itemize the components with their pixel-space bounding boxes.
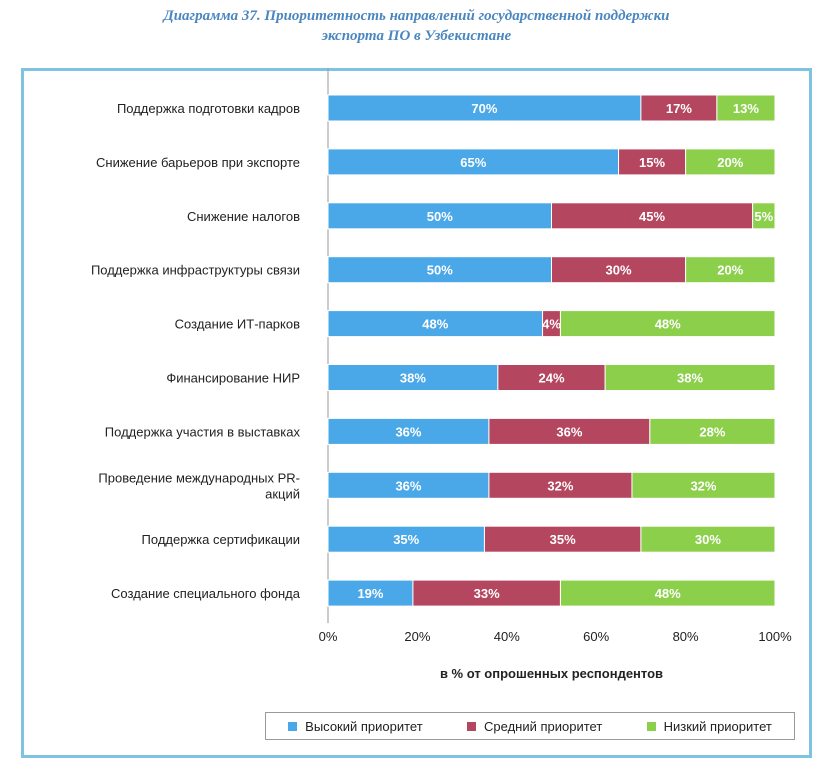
bar-segment: [327, 310, 544, 338]
data-label: 13%: [733, 101, 759, 116]
data-label: 35%: [550, 532, 576, 547]
data-label: 65%: [460, 155, 486, 170]
chart-title-line2: экспорта ПО в Узбекистане: [321, 28, 512, 44]
category-label: Поддержка подготовки кадров: [117, 101, 300, 116]
category-label: Финансирование НИР: [166, 371, 300, 386]
bar-segment: [327, 471, 490, 499]
data-label: 28%: [699, 424, 725, 439]
bar-segment: [559, 310, 776, 338]
bar-segment: [551, 202, 754, 230]
data-label: 32%: [547, 478, 573, 493]
bar-segment: [327, 364, 499, 391]
data-label: 24%: [538, 371, 564, 386]
bar-segment: [618, 148, 687, 176]
chart-frame: [21, 68, 812, 758]
data-label: 45%: [639, 209, 665, 224]
x-tick-label: 100%: [758, 629, 792, 644]
bar-segment: [559, 579, 776, 607]
x-axis-title: в % от опрошенных респондентов: [440, 666, 663, 681]
x-tick-label: 40%: [494, 629, 520, 644]
legend-item: Высокий приоритет: [288, 719, 423, 734]
category-label: Поддержка инфраструктуры связи: [91, 263, 300, 278]
data-label: 48%: [655, 586, 681, 601]
x-tick-label: 20%: [404, 629, 430, 644]
bar-segment: [327, 148, 620, 176]
legend-label: Высокий приоритет: [305, 718, 423, 734]
data-label: 38%: [677, 371, 703, 386]
data-label: 17%: [666, 101, 692, 116]
bar-segment: [640, 525, 776, 553]
bar-segment: [327, 94, 642, 122]
legend-item: Средний приоритет: [467, 719, 602, 734]
x-tick-label: 0%: [319, 629, 338, 644]
bar-segment: [327, 525, 485, 553]
data-label: 36%: [395, 424, 421, 439]
bar-segment: [497, 364, 606, 391]
x-tick-label: 80%: [673, 629, 699, 644]
legend-label: Средний приоритет: [484, 718, 603, 734]
category-label: Снижение налогов: [187, 209, 300, 224]
data-label: 20%: [717, 155, 743, 170]
chart-legend: Высокий приоритет Средний приоритет Низкий…: [265, 712, 795, 740]
data-label: 20%: [717, 263, 743, 278]
bar-segment: [488, 471, 633, 499]
data-label: 4%: [542, 317, 561, 332]
data-label: 38%: [400, 371, 426, 386]
data-label: 19%: [357, 586, 383, 601]
data-label: 35%: [393, 532, 419, 547]
bar-segment: [412, 579, 561, 607]
data-label: 36%: [395, 478, 421, 493]
data-label: 33%: [474, 586, 500, 601]
bar-segment: [752, 202, 776, 230]
bar-segment: [327, 202, 552, 230]
bar-segment: [604, 364, 776, 391]
bar-segment: [685, 256, 776, 284]
legend-swatch: [646, 721, 656, 731]
data-label: 48%: [422, 317, 448, 332]
legend-swatch: [288, 721, 298, 731]
bar-segment: [327, 417, 490, 445]
data-label: 30%: [695, 532, 721, 547]
data-label: 5%: [754, 209, 773, 224]
chart-title-line1: Диаграмма 37. Приоритетность направлений…: [163, 8, 670, 24]
data-label: 50%: [427, 209, 453, 224]
legend-item: Низкий приоритет: [646, 718, 772, 734]
data-label: 50%: [427, 263, 453, 278]
data-label: 36%: [556, 424, 582, 439]
category-label: Поддержка участия в выставках: [105, 424, 301, 439]
category-label: Создание специального фонда: [111, 586, 301, 601]
bar-segment: [649, 417, 776, 445]
bar-segment: [551, 256, 687, 284]
bar-segment: [631, 471, 776, 499]
x-tick-label: 60%: [583, 629, 609, 644]
bar-segment: [483, 525, 642, 553]
bar-segment: [685, 148, 776, 176]
data-label: 15%: [639, 155, 665, 170]
data-label: 70%: [471, 101, 497, 116]
chart-title: Диаграмма 37. Приоритетность направлений…: [0, 6, 833, 46]
legend-swatch: [467, 721, 476, 731]
bar-segment: [716, 94, 776, 122]
category-label: Снижение барьеров при экспорте: [96, 155, 300, 170]
category-label: Создание ИТ-парков: [175, 317, 300, 332]
data-label: 32%: [690, 478, 716, 493]
category-label: Проведение международных PR-акций: [98, 470, 300, 501]
legend-label: Низкий приоритет: [663, 718, 772, 734]
data-label: 30%: [606, 263, 632, 278]
data-label: 48%: [655, 317, 681, 332]
category-label: Поддержка сертификации: [142, 532, 300, 547]
